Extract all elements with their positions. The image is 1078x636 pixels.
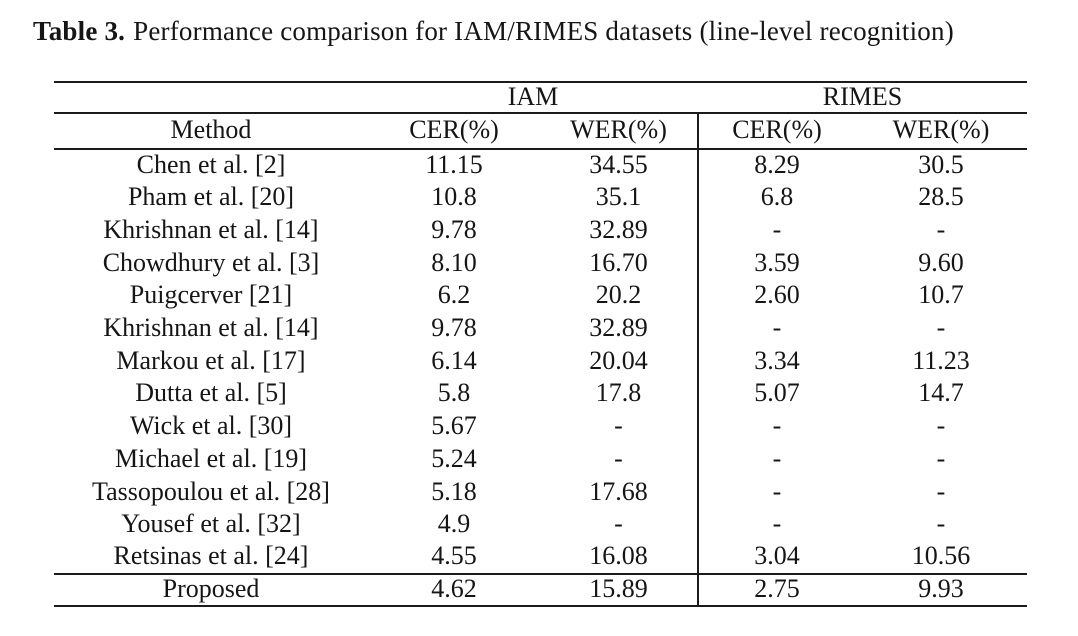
dataset-group-row: IAM RIMES (54, 82, 1027, 114)
rimes-wer-cell: - (936, 443, 946, 473)
method-cell: Retsinas et al. [24] (54, 540, 368, 575)
method-cell: Markou et al. [17] (116, 345, 306, 375)
iam-cer-cell: 4.55 (368, 540, 540, 575)
method-cell: Puigcerver [21] (129, 280, 293, 310)
rimes-cer-cell: 2.60 (754, 280, 800, 310)
rimes-wer-cell: 10.7 (918, 280, 964, 310)
rimes-cer-cell: - (772, 443, 782, 473)
method-cell: Khrishnan et al. [14] (103, 215, 319, 245)
rimes-cer-cell: - (772, 476, 782, 506)
col-header-iam-cer: CER(%) (368, 112, 540, 150)
rimes-cer-cell: 3.04 (698, 540, 855, 575)
iam-wer-cell: 32.89 (540, 213, 699, 247)
table-row: Khrishnan et al. [14] 9.78 32.89 - - (54, 312, 1027, 345)
rimes-wer-cell: 14.7 (918, 378, 964, 408)
iam-cer-cell: 11.15 (425, 150, 483, 180)
table-row: Dutta et al. [5] 5.8 17.8 5.07 14.7 (54, 377, 1027, 411)
rimes-cer-cell: 5.07 (754, 378, 800, 408)
iam-cer-cell: 8.10 (431, 247, 477, 277)
table-row: Chen et al. [2] 11.15 34.55 8.29 30.5 (54, 148, 1027, 182)
rimes-wer-cell: - (936, 411, 946, 441)
rimes-cer-cell: 3.59 (754, 247, 800, 277)
col-header-method: Method (54, 112, 368, 150)
table-row: Michael et al. [19] 5.24 - - - (54, 442, 1027, 476)
iam-wer-cell: 16.08 (540, 540, 699, 575)
iam-cer-cell: 4.62 (368, 573, 540, 607)
iam-wer-cell: 34.55 (540, 148, 699, 182)
rimes-wer-cell: - (936, 313, 946, 343)
rimes-wer-cell: 9.60 (918, 247, 964, 277)
iam-cer-cell: 5.67 (431, 411, 477, 441)
table-row: Yousef et al. [32] 4.9 - - - (54, 508, 1027, 541)
table-row: Markou et al. [17] 6.14 20.04 3.34 11.23 (54, 344, 1027, 378)
table-caption: Table 3. Performance comparison for IAM/R… (33, 16, 954, 47)
method-cell: Michael et al. [19] (114, 443, 308, 473)
iam-cer-cell: 5.24 (431, 443, 477, 473)
table-row: Retsinas et al. [24] 4.55 16.08 3.04 10.56 (54, 540, 1027, 575)
rimes-wer-cell: - (936, 215, 946, 245)
col-header-rimes-cer: CER(%) (698, 112, 855, 150)
iam-wer-cell: - (540, 410, 699, 443)
group-header-rimes: RIMES (698, 82, 1027, 114)
method-cell: Dutta et al. [5] (135, 378, 287, 408)
rimes-wer-cell: 28.5 (918, 182, 964, 212)
table-row: Tassopoulou et al. [28] 5.18 17.68 - - (54, 475, 1027, 509)
proposed-row: Proposed 4.62 15.89 2.75 9.93 (54, 573, 1027, 607)
caption-text: Performance comparison for IAM/RIMES dat… (133, 16, 954, 46)
iam-cer-cell: 5.8 (437, 378, 471, 408)
iam-cer-cell: 9.78 (431, 313, 477, 343)
col-header-rimes-wer: WER(%) (855, 112, 1027, 150)
table-row: Pham et al. [20] 10.8 35.1 6.8 28.5 (54, 181, 1027, 214)
iam-wer-cell: 35.1 (540, 181, 699, 214)
iam-wer-cell: 20.04 (540, 344, 699, 378)
group-header-iam: IAM (368, 82, 698, 114)
rimes-cer-cell: 8.29 (754, 150, 800, 180)
rimes-cer-cell: - (772, 313, 782, 343)
iam-wer-cell: 20.2 (540, 279, 699, 313)
iam-cer-cell: 6.2 (437, 280, 471, 310)
iam-cer-cell: 10.8 (431, 182, 477, 212)
col-header-iam-wer: WER(%) (540, 112, 699, 150)
method-cell: Pham et al. [20] (127, 182, 295, 212)
table-row: Puigcerver [21] 6.2 20.2 2.60 10.7 (54, 279, 1027, 313)
iam-wer-cell: - (540, 442, 699, 476)
rimes-wer-cell: - (936, 509, 946, 539)
rimes-cer-cell: 2.75 (698, 573, 855, 607)
rimes-wer-cell: - (936, 476, 946, 506)
caption-label: Table 3. (33, 16, 126, 46)
method-cell: Chen et al. [2] (136, 150, 286, 180)
iam-cer-cell: 4.9 (437, 509, 471, 539)
rimes-wer-cell: 30.5 (918, 150, 964, 180)
rimes-wer-cell: 10.56 (855, 540, 1027, 575)
rimes-cer-cell: 3.34 (754, 345, 800, 375)
iam-wer-cell: 17.8 (540, 377, 699, 411)
rimes-wer-cell: 11.23 (912, 345, 970, 375)
iam-cer-cell: 5.18 (431, 476, 477, 506)
rimes-cer-cell: - (772, 215, 782, 245)
rimes-wer-cell: 9.93 (855, 573, 1027, 607)
method-cell: Khrishnan et al. [14] (103, 313, 319, 343)
column-header-row: Method CER(%) WER(%) CER(%) WER(%) (54, 112, 1027, 150)
iam-wer-cell: 32.89 (540, 312, 699, 345)
results-table: IAM RIMES Method CER(%) WER(%) CER(%) WE… (54, 81, 1027, 607)
rimes-cer-cell: 6.8 (760, 182, 794, 212)
iam-wer-cell: 17.68 (540, 475, 699, 509)
table-row: Khrishnan et al. [14] 9.78 32.89 - - (54, 213, 1027, 247)
iam-cer-cell: 6.14 (431, 345, 477, 375)
method-cell: Tassopoulou et al. [28] (92, 476, 330, 506)
iam-wer-cell: 15.89 (540, 573, 699, 607)
table-row: Chowdhury et al. [3] 8.10 16.70 3.59 9.60 (54, 246, 1027, 280)
table-row: Wick et al. [30] 5.67 - - - (54, 410, 1027, 443)
group-header-empty (54, 82, 368, 114)
iam-wer-cell: - (540, 508, 699, 541)
method-cell: Proposed (54, 573, 368, 607)
table-body: Chen et al. [2] 11.15 34.55 8.29 30.5 Pham et… (54, 148, 1027, 575)
iam-cer-cell: 9.78 (431, 215, 477, 245)
method-cell: Wick et al. [30] (129, 411, 293, 441)
rimes-cer-cell: - (772, 411, 782, 441)
rimes-cer-cell: - (772, 509, 782, 539)
iam-wer-cell: 16.70 (540, 246, 699, 280)
method-cell: Chowdhury et al. [3] (102, 247, 320, 277)
method-cell: Yousef et al. [32] (121, 509, 301, 539)
